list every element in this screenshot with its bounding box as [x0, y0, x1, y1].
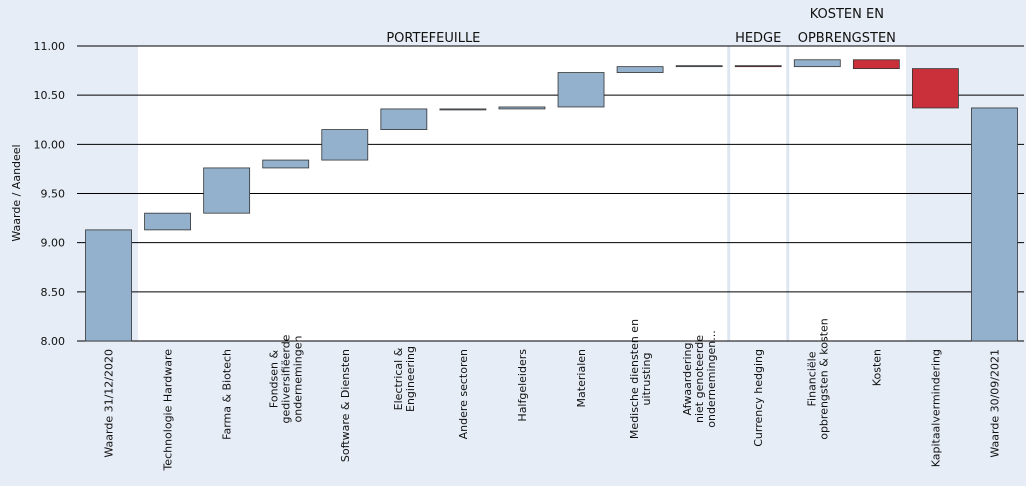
bar — [616, 66, 664, 73]
y-tick-label: 11.00 — [34, 40, 66, 53]
y-tick-label: 8.00 — [41, 335, 66, 348]
bar — [144, 212, 191, 231]
x-tick-label: Afwaarderingniet genoteerdeondernemingen… — [681, 330, 718, 427]
x-tick-label: Software & Diensten — [339, 349, 352, 462]
x-tick-label: Currency hedging — [752, 349, 765, 447]
y-axis-label: Waarde / Aandeel — [10, 144, 23, 241]
bar — [675, 65, 723, 68]
bar — [912, 68, 959, 109]
section-label: HEDGE — [735, 31, 781, 46]
x-tick-label: Financiëleopbrengsten & kosten — [805, 318, 830, 440]
bar — [85, 229, 132, 342]
x-tick-label: Electrical &Engineering — [392, 346, 417, 412]
bar — [203, 167, 251, 214]
bar — [852, 59, 900, 70]
y-tick-label: 10.00 — [34, 138, 66, 151]
bar — [557, 72, 605, 108]
x-tick-label: Andere sectoren — [457, 349, 470, 439]
bar — [439, 108, 487, 111]
x-tick-label: Kapitaalvermindering — [929, 349, 942, 467]
x-tick-label: Technologie Hardware — [162, 349, 175, 472]
y-tick-label: 10.50 — [34, 89, 66, 102]
y-tick-label: 9.00 — [41, 237, 66, 250]
bar — [380, 108, 428, 130]
x-tick-label: Kosten — [870, 349, 883, 386]
bar — [971, 107, 1018, 342]
y-tick-label: 9.50 — [41, 188, 66, 201]
bar — [734, 65, 782, 68]
x-tick-label: Waarde 30/09/2021 — [988, 349, 1001, 458]
section-label: PORTEFEUILLE — [386, 31, 480, 46]
x-tick-label: Farma & Biotech — [221, 349, 234, 440]
bar — [321, 129, 369, 161]
x-tick-label: Waarde 31/12/2020 — [103, 349, 116, 458]
x-tick-label: Fondsen &gediversifiëerdeondernemingen — [268, 334, 305, 423]
x-tick-label: Medische diensten enuitrusting — [628, 319, 653, 439]
x-tick-label: Materialen — [575, 349, 588, 407]
section-label: KOSTEN EN OPBRENGSTEN — [798, 7, 896, 46]
bar — [262, 159, 310, 169]
y-tick-label: 8.50 — [41, 286, 66, 299]
x-tick-label: Halfgeleiders — [516, 349, 529, 422]
bar — [498, 106, 546, 110]
bar — [793, 59, 841, 68]
